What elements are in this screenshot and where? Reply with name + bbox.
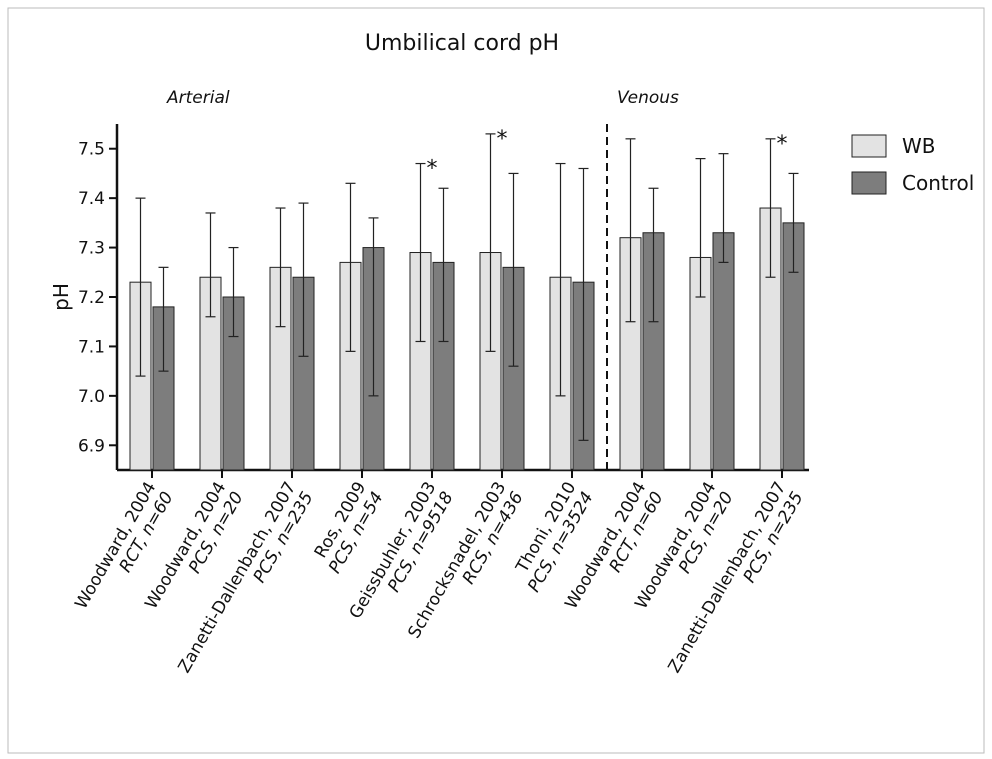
section-label: Venous xyxy=(617,88,679,108)
y-tick-label: 7.1 xyxy=(78,337,105,357)
y-tick-label: 6.9 xyxy=(78,436,105,456)
bar xyxy=(712,232,735,471)
legend-swatch xyxy=(851,171,887,195)
frame xyxy=(7,7,985,754)
legend-label: Control xyxy=(902,171,974,195)
y-tick-label: 7.2 xyxy=(78,288,105,308)
y-tick-label: 7.4 xyxy=(78,189,105,209)
chart-title: Umbilical cord pH xyxy=(365,31,559,56)
significance-marker: * xyxy=(497,127,508,152)
legend-label: WB xyxy=(902,134,936,158)
significance-marker: * xyxy=(427,157,438,182)
y-tick-label: 7.3 xyxy=(78,239,105,259)
section-label: Arterial xyxy=(166,88,230,108)
y-axis-label: pH xyxy=(49,283,73,311)
y-tick-label: 7.5 xyxy=(78,140,105,160)
legend-swatch xyxy=(851,134,887,158)
y-tick-label: 7.0 xyxy=(78,387,105,407)
significance-marker: * xyxy=(777,132,788,157)
